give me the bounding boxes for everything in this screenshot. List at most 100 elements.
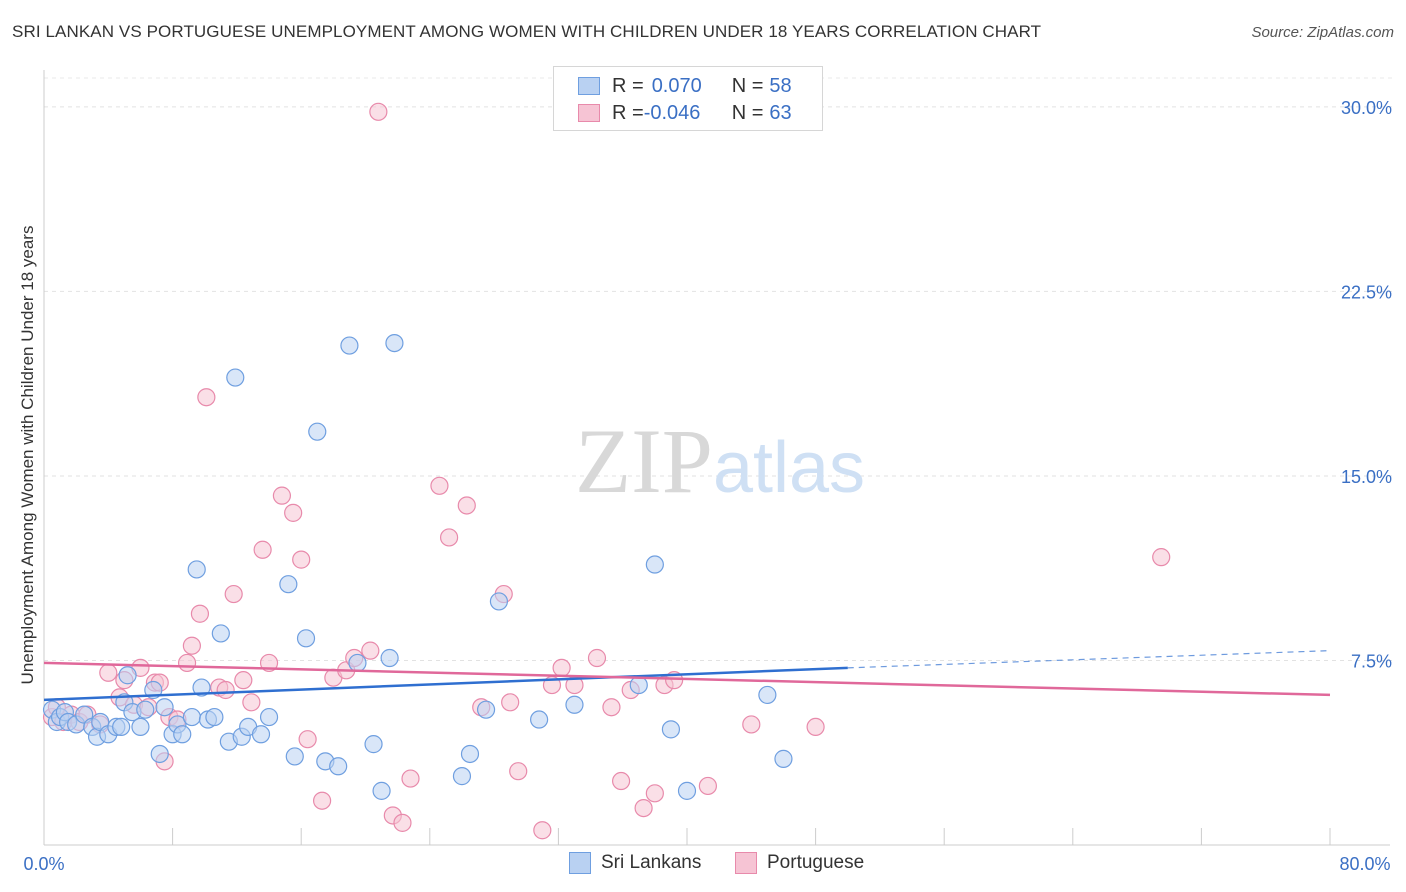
sri-lankans-point: [192, 678, 211, 697]
sri-lankans-point: [150, 744, 169, 764]
sri-lankans-point: [372, 781, 391, 800]
sri-lankans-point: [460, 744, 480, 764]
trend-line-sri-lankans-extension: [847, 650, 1331, 669]
sri-lankans-point: [173, 725, 192, 744]
portuguese-point: [177, 653, 197, 673]
sri-lankans-point: [112, 717, 131, 737]
portuguese-point: [501, 693, 520, 712]
legend-swatch-sri-lankans: [578, 77, 600, 95]
trend-line-sri-lankans: [43, 666, 848, 702]
sri-lankans-point: [489, 592, 509, 611]
portuguese-point: [224, 584, 243, 604]
sri-lankans-point: [136, 700, 155, 719]
sri-lankans-point: [677, 781, 697, 800]
sri-lankans-point: [530, 710, 549, 729]
sri-lankans-point: [774, 749, 793, 768]
portuguese-point: [182, 636, 201, 655]
bottom-legend-swatch-sri-lankans: [569, 852, 591, 874]
sri-lankans-point: [452, 767, 472, 786]
portuguese-point: [634, 798, 653, 818]
sri-lankans-point: [211, 624, 230, 643]
tick-labels: 7.5% 15.0% 22.5% 30.0% 0.0% 80.0%: [23, 98, 1392, 874]
portuguese-point: [190, 604, 210, 623]
portuguese-point: [234, 671, 253, 690]
portuguese-point: [439, 528, 459, 547]
portuguese-point: [1152, 548, 1171, 567]
portuguese-point: [587, 648, 607, 668]
portuguese-point: [533, 821, 552, 840]
portuguese-point: [698, 776, 717, 796]
portuguese-point: [284, 503, 303, 522]
portuguese-point: [242, 693, 261, 712]
trend-line-portuguese: [43, 661, 1331, 697]
trend-lines: [43, 650, 1331, 702]
sri-lankans-point: [348, 653, 367, 673]
sri-lankans-point: [308, 422, 327, 441]
sri-lankans-point: [364, 735, 383, 754]
bottom-legend-label: Sri Lankans: [601, 852, 702, 873]
portuguese-point: [253, 540, 272, 559]
x-tick-label: 0.0%: [23, 854, 64, 874]
gridlines: [44, 77, 1392, 661]
y-tick-label: 22.5%: [1341, 282, 1392, 302]
legend-r-value: 0.070: [651, 74, 702, 97]
sri-lankans-point: [565, 695, 584, 714]
legend-n-label: N =: [731, 74, 764, 97]
sri-lankans-point: [205, 707, 224, 727]
y-tick-label: 30.0%: [1341, 98, 1392, 118]
sri-lankans-point: [285, 747, 304, 766]
portuguese-point: [312, 791, 332, 810]
legend-row-portuguese: R = -0.046 N = 63: [578, 100, 792, 126]
legend-swatch-portuguese: [578, 104, 600, 122]
sri-lankans-point: [329, 757, 348, 776]
portuguese-point: [509, 762, 528, 781]
bottom-legend-swatch-portuguese: [735, 852, 757, 874]
portuguese-point: [430, 476, 449, 495]
portuguese-point: [645, 784, 664, 803]
y-tick-label: 7.5%: [1351, 651, 1392, 671]
sri-lankans-point: [251, 725, 271, 744]
portuguese-point: [457, 496, 476, 515]
portuguese-point: [216, 680, 235, 700]
sri-lankans-point: [645, 555, 664, 574]
portuguese-point: [602, 698, 621, 717]
legend-n-value: 63: [769, 101, 792, 124]
portuguese-point: [742, 715, 761, 734]
sri-lankans-point: [380, 648, 399, 668]
portuguese-point: [369, 102, 388, 121]
y-tick-label: 15.0%: [1341, 467, 1392, 487]
sri-lankans-point: [279, 575, 298, 594]
legend-n-label: N =: [731, 101, 764, 124]
sri-lankans-point: [758, 685, 777, 705]
bottom-legend-label: Portuguese: [767, 852, 865, 873]
portuguese-point: [393, 813, 412, 832]
sri-lankans-point: [187, 560, 206, 579]
portuguese-point: [298, 730, 317, 749]
portuguese-point: [272, 486, 292, 505]
sri-lankans-point: [131, 717, 150, 737]
sri-lankans-point: [155, 698, 174, 717]
legend-r-value: -0.046: [643, 101, 701, 124]
portuguese-point: [361, 641, 380, 660]
sri-lankans-point: [661, 720, 681, 739]
sri-lankans-point: [226, 368, 245, 387]
sri-lankans-point: [182, 707, 201, 727]
legend-r-label: R =: [612, 101, 644, 124]
bottom-legend-portuguese: Portuguese: [735, 852, 864, 874]
legend-row-sri-lankans: R = 0.070 N = 58: [578, 73, 792, 99]
bottom-legend-sri-lankans: Sri Lankans: [569, 852, 701, 874]
chart-title: SRI LANKAN VS PORTUGUESE UNEMPLOYMENT AM…: [12, 22, 1042, 41]
sri-lankans-point: [296, 629, 316, 648]
sri-lankans-point: [476, 700, 496, 719]
correlation-legend: R = 0.070 N = 58 R = -0.046 N = 63: [553, 66, 823, 131]
watermark: ZIPatlas: [575, 410, 865, 512]
portuguese-point: [552, 658, 571, 677]
sri-lankans-point: [385, 333, 404, 353]
sri-lankans-point: [340, 336, 359, 355]
sri-lankans-point: [629, 675, 648, 695]
sri-lankans-point: [259, 707, 279, 727]
legend-r-label: R =: [612, 74, 644, 97]
legend-n-value: 58: [769, 74, 792, 97]
portuguese-point: [197, 388, 216, 407]
